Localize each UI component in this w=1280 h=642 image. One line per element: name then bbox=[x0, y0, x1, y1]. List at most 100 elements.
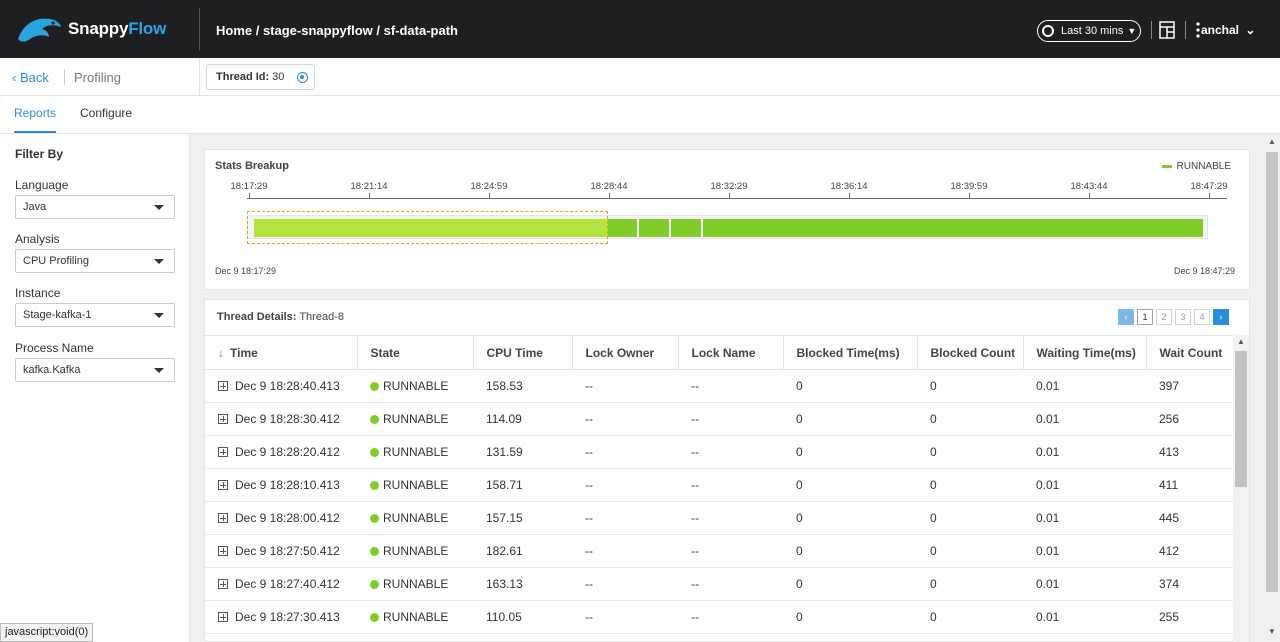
runnable-segment[interactable] bbox=[703, 219, 1203, 237]
scroll-up-icon[interactable]: ▲ bbox=[1268, 137, 1276, 146]
table-row[interactable]: Dec 9 18:28:10.413 RUNNABLE 158.71 -- --… bbox=[205, 468, 1233, 502]
language-select[interactable]: Java bbox=[15, 195, 175, 219]
cell-cpu-time: 110.05 bbox=[473, 600, 572, 634]
breadcrumb[interactable]: Home / stage-snappyflow / sf-data-path bbox=[216, 23, 458, 38]
chevron-left-icon: ‹ bbox=[12, 70, 17, 85]
tick-label: 18:17:29 bbox=[230, 181, 268, 192]
expand-row-icon[interactable] bbox=[218, 579, 228, 589]
column-header-lock-name[interactable]: Lock Name bbox=[678, 335, 784, 370]
axis-tick bbox=[249, 193, 250, 199]
page-button[interactable]: 4 bbox=[1194, 309, 1210, 325]
table-row[interactable]: Dec 9 18:27:50.412 RUNNABLE 182.61 -- --… bbox=[205, 534, 1233, 568]
section-title: Profiling bbox=[74, 70, 121, 85]
expand-row-icon[interactable] bbox=[218, 447, 228, 457]
remove-chip-icon[interactable] bbox=[297, 72, 308, 83]
cell-blocked-time: 0 bbox=[783, 534, 917, 568]
page-button[interactable]: 1 bbox=[1137, 309, 1153, 325]
column-header-time[interactable]: ↓ Time bbox=[205, 335, 358, 370]
column-header-blocked-count[interactable]: Blocked Count bbox=[917, 335, 1024, 370]
logo[interactable]: SnappyFlow bbox=[16, 11, 166, 47]
prev-page-button[interactable]: ‹ bbox=[1118, 309, 1134, 325]
cell-lock-name: -- bbox=[678, 600, 783, 634]
cell-blocked-count: 0 bbox=[917, 501, 1023, 535]
expand-row-icon[interactable] bbox=[218, 612, 228, 622]
page-scrollbar[interactable]: ▲ ▼ bbox=[1264, 134, 1280, 642]
expand-row-icon[interactable] bbox=[218, 513, 228, 523]
column-header-state[interactable]: State bbox=[357, 335, 474, 370]
column-header-wait-count[interactable]: Wait Count bbox=[1146, 335, 1233, 370]
page-scroll-thumb[interactable] bbox=[1266, 152, 1278, 592]
cell-state: RUNNABLE bbox=[357, 369, 473, 403]
cell-blocked-time: 0 bbox=[783, 600, 917, 634]
filter-label-process: Process Name bbox=[15, 341, 94, 355]
page-button[interactable]: 2 bbox=[1156, 309, 1172, 325]
runnable-segment-selected[interactable] bbox=[254, 219, 608, 237]
chart-legend[interactable]: RUNNABLE bbox=[1161, 161, 1231, 172]
table-row[interactable]: Dec 9 18:28:30.412 RUNNABLE 114.09 -- --… bbox=[205, 402, 1233, 436]
cell-cpu-time: 157.15 bbox=[473, 501, 572, 535]
cell-lock-name: -- bbox=[678, 501, 783, 535]
state-dot-icon bbox=[370, 448, 379, 457]
cell-lock-owner: -- bbox=[572, 435, 678, 469]
table-scroll-thumb[interactable] bbox=[1235, 351, 1247, 487]
user-menu[interactable]: anchal ⌄ bbox=[1201, 23, 1255, 37]
cell-waiting-time: 0.01 bbox=[1023, 567, 1146, 601]
axis-tick bbox=[489, 193, 490, 199]
scroll-down-icon[interactable]: ▼ bbox=[1268, 627, 1276, 636]
column-header-cpu-time[interactable]: CPU Time bbox=[473, 335, 573, 370]
runnable-segment[interactable] bbox=[639, 219, 669, 237]
analysis-select[interactable]: CPU Profiling bbox=[15, 249, 175, 273]
table-row[interactable]: Dec 9 18:27:30.413 RUNNABLE 110.05 -- --… bbox=[205, 600, 1233, 634]
expand-row-icon[interactable] bbox=[218, 381, 228, 391]
next-page-button[interactable]: › bbox=[1213, 309, 1229, 325]
dashboard-layout-icon[interactable] bbox=[1159, 21, 1175, 39]
back-link[interactable]: ‹ Back bbox=[12, 70, 49, 85]
instance-value: Stage-kafka-1 bbox=[23, 309, 92, 321]
table-row[interactable]: Dec 9 18:28:00.412 RUNNABLE 157.15 -- --… bbox=[205, 501, 1233, 535]
column-header-blocked-time[interactable]: Blocked Time(ms) bbox=[783, 335, 918, 370]
tick-label: 18:21:14 bbox=[350, 181, 388, 192]
state-dot-icon bbox=[370, 382, 379, 391]
column-header-waiting-time[interactable]: Waiting Time(ms) bbox=[1023, 335, 1147, 370]
table-row[interactable]: Dec 9 18:28:20.412 RUNNABLE 131.59 -- --… bbox=[205, 435, 1233, 469]
cell-blocked-count: 0 bbox=[917, 534, 1023, 568]
time-range-selector[interactable]: Last 30 mins ▼ bbox=[1037, 20, 1141, 42]
state-dot-icon bbox=[370, 613, 379, 622]
cell-wait-count: 397 bbox=[1146, 369, 1233, 403]
expand-row-icon[interactable] bbox=[218, 414, 228, 424]
instance-select[interactable]: Stage-kafka-1 bbox=[15, 303, 175, 327]
process-select[interactable]: kafka.Kafka bbox=[15, 358, 175, 382]
stats-breakup-panel: Stats Breakup RUNNABLE 18:17:29 18:21:14… bbox=[204, 149, 1250, 290]
active-tab-indicator bbox=[14, 131, 56, 133]
cell-blocked-count: 0 bbox=[917, 435, 1023, 469]
tick-label: 18:32:29 bbox=[710, 181, 748, 192]
cell-time: Dec 9 18:27:40.412 bbox=[205, 567, 357, 601]
page-button[interactable]: 3 bbox=[1175, 309, 1191, 325]
more-vertical-icon[interactable] bbox=[1195, 21, 1201, 39]
runnable-segment[interactable] bbox=[671, 219, 701, 237]
column-header-lock-owner[interactable]: Lock Owner bbox=[572, 335, 679, 370]
thread-chip-label: Thread Id: bbox=[216, 71, 270, 83]
expand-row-icon[interactable] bbox=[218, 546, 228, 556]
table-row[interactable]: Dec 9 18:28:40.413 RUNNABLE 158.53 -- --… bbox=[205, 369, 1233, 403]
dropdown-arrow-icon bbox=[154, 313, 164, 318]
scroll-up-icon[interactable]: ▲ bbox=[1237, 337, 1245, 346]
filter-title: Filter By bbox=[15, 147, 64, 161]
axis-tick bbox=[609, 193, 610, 199]
legend-label: RUNNABLE bbox=[1176, 161, 1231, 172]
axis-tick bbox=[369, 193, 370, 199]
range-end-label: Dec 9 18:47:29 bbox=[1174, 266, 1236, 276]
expand-row-icon[interactable] bbox=[218, 480, 228, 490]
table-row[interactable]: Dec 9 18:27:40.412 RUNNABLE 163.13 -- --… bbox=[205, 567, 1233, 601]
tick-label: 18:28:44 bbox=[590, 181, 628, 192]
timeline-brush-selection[interactable] bbox=[247, 211, 608, 244]
sub-divider bbox=[199, 58, 200, 96]
tab-configure[interactable]: Configure bbox=[80, 106, 133, 120]
timeline-track[interactable] bbox=[247, 215, 1208, 239]
range-start-label: Dec 9 18:17:29 bbox=[215, 266, 277, 276]
tab-reports[interactable]: Reports bbox=[14, 106, 57, 120]
table-scrollbar[interactable]: ▲ bbox=[1233, 335, 1249, 642]
cell-time: Dec 9 18:28:10.413 bbox=[205, 468, 357, 502]
cell-state: RUNNABLE bbox=[357, 468, 473, 502]
runnable-segment[interactable] bbox=[608, 219, 637, 237]
